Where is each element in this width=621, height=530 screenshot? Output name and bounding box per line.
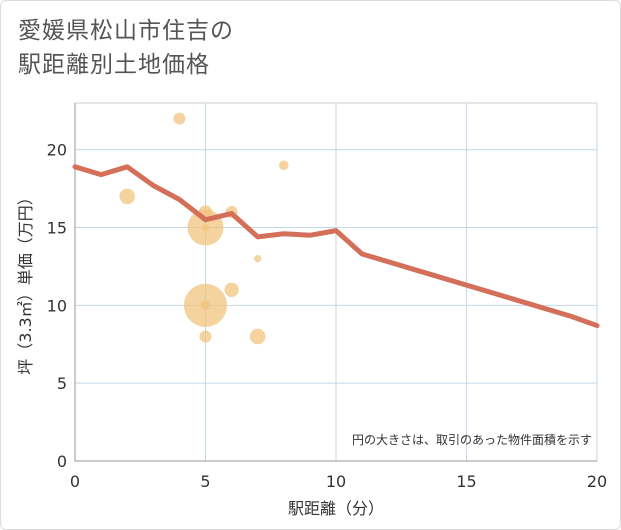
bubble-point-6 — [201, 223, 210, 232]
bubble-size-note: 円の大きさは、取引のあった物件面積を示す — [352, 432, 592, 447]
x-tick-label-4: 20 — [587, 472, 607, 491]
tick-labels: 0 5 10 15 20 0 5 10 15 20 — [47, 141, 608, 491]
y-tick-label-0: 0 — [57, 452, 67, 471]
bubble-point-0 — [173, 112, 186, 125]
chart-title: 愛媛県松山市住吉の 駅距離別土地価格 — [18, 14, 234, 82]
grid-lines — [74, 103, 598, 462]
bubble-point-11 — [199, 330, 212, 343]
y-axis-label: 坪（3.3㎡）単価（万円） — [16, 189, 35, 374]
line-series — [72, 164, 600, 329]
series-line-0 — [72, 164, 600, 329]
bubble-point-2 — [119, 188, 135, 205]
x-tick-label-2: 10 — [326, 472, 346, 491]
x-tick-label-1: 5 — [200, 472, 210, 491]
chart-title-line-2: 駅距離別土地価格 — [18, 52, 210, 78]
x-axis-label: 駅距離（分） — [288, 499, 384, 518]
bubble-point-7 — [254, 255, 262, 263]
y-tick-label-1: 5 — [57, 374, 67, 393]
y-tick-label-4: 20 — [47, 141, 67, 160]
y-tick-label-3: 15 — [47, 219, 67, 238]
bubble-point-8 — [224, 282, 239, 297]
x-tick-label-0: 0 — [70, 472, 80, 491]
bubble-point-10 — [200, 300, 211, 311]
y-tick-label-2: 10 — [47, 296, 67, 315]
chart-title-line-1: 愛媛県松山市住吉の — [18, 18, 234, 44]
bubble-point-1 — [279, 160, 289, 171]
bubble-point-12 — [249, 328, 266, 345]
x-tick-label-3: 15 — [456, 472, 476, 491]
